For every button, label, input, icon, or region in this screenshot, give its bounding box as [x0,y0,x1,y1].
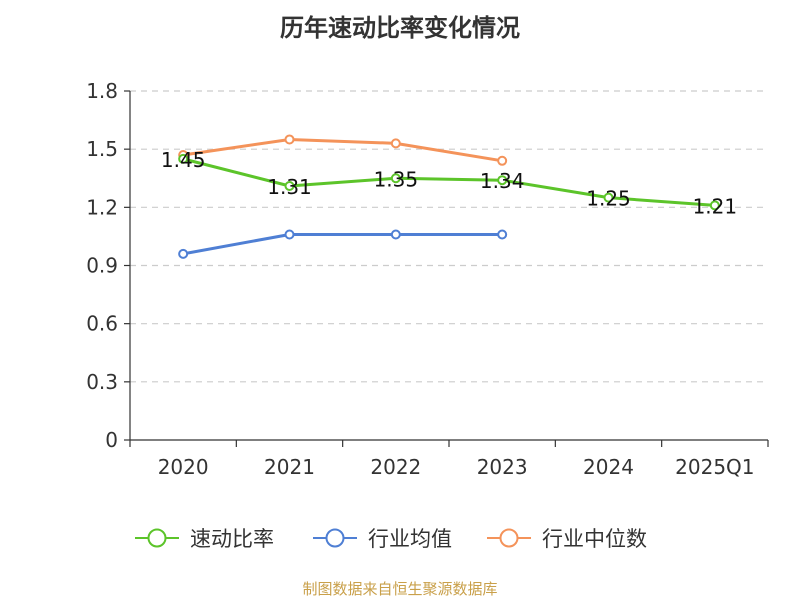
series-line [182,137,503,163]
x-tick-label: 2025Q1 [675,455,754,479]
y-tick-label: 1.2 [86,195,118,219]
series-layer [178,134,720,259]
data-label: 1.34 [480,169,525,193]
x-tick-label: 2021 [264,455,315,479]
data-point[interactable] [390,138,401,149]
data-point[interactable] [390,229,401,240]
y-tick-label: 0.6 [86,312,118,336]
legend-label: 速动比率 [190,527,274,551]
data-point[interactable] [178,248,189,259]
data-point[interactable] [284,181,295,192]
axes: 0 0.3 0.6 0.9 1.2 1.5 1.8 2020 2021 2022 2023 2024 2… [86,79,769,479]
y-tick-label: 0.9 [86,254,118,278]
x-tick-label: 2020 [158,455,209,479]
x-tick-label: 2023 [477,455,528,479]
series-line [182,232,503,256]
x-tick-label: 2024 [583,455,634,479]
legend[interactable]: 速动比率 行业均值 行业中位数 [135,527,647,551]
legend-label: 行业中位数 [542,527,647,551]
data-point[interactable] [284,229,295,240]
legend-item[interactable]: 行业中位数 [487,527,647,551]
y-tick-label: 1.5 [86,137,118,161]
data-label: 1.21 [693,194,738,218]
data-point[interactable] [603,192,614,203]
data-point[interactable] [497,175,508,186]
y-tick-label: 1.8 [86,79,118,103]
y-tick-label: 0 [105,428,118,452]
y-tick-label: 0.3 [86,370,118,394]
data-label: 1.35 [374,167,419,191]
data-label: 1.25 [586,187,631,211]
legend-marker [325,528,345,548]
data-label: 1.31 [267,175,312,199]
chart-title: 历年速动比率变化情况 [280,14,520,42]
source-note: 制图数据来自恒生聚源数据库 [302,580,498,598]
series-line [182,157,715,207]
data-point[interactable] [497,155,508,166]
data-label: 1.45 [161,148,206,172]
legend-item[interactable]: 行业均值 [313,527,452,551]
legend-marker [147,528,167,548]
data-point[interactable] [178,153,189,164]
grid-lines [130,90,768,383]
data-point[interactable] [390,173,401,184]
legend-marker [499,528,519,548]
legend-label: 行业均值 [368,527,452,551]
data-point[interactable] [497,229,508,240]
data-point[interactable] [709,200,720,211]
legend-item[interactable]: 速动比率 [135,527,274,551]
data-point[interactable] [284,134,295,145]
x-tick-label: 2022 [370,455,421,479]
data-labels: 1.45 1.31 1.35 1.34 1.25 1.21 [161,148,737,219]
